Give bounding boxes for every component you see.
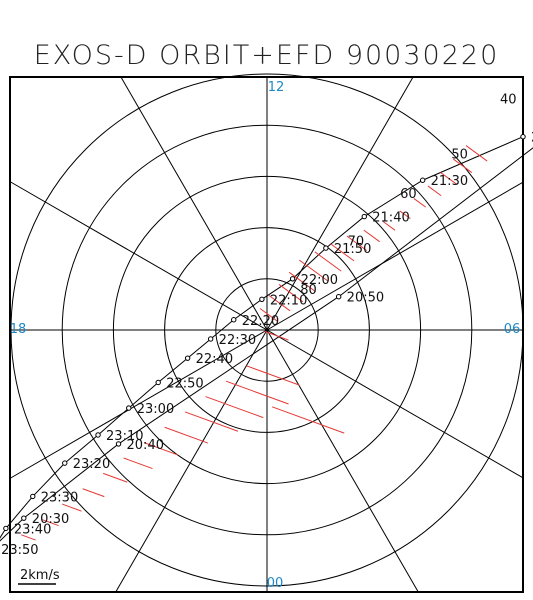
- efd-time-label-2: 20:30: [32, 512, 69, 527]
- time-label-11: 23:10: [106, 429, 143, 444]
- velocity-vector-23: [123, 457, 153, 470]
- time-marker-8: [184, 355, 191, 361]
- scale-label: 2km/s: [20, 568, 60, 583]
- velocity-vector-8: [346, 235, 368, 252]
- time-label-3: 21:50: [334, 242, 371, 257]
- meridian-line-10: [266, 76, 414, 331]
- time-marker-7: [207, 336, 214, 342]
- mlt-label-bottom: 00: [267, 576, 284, 591]
- mlt-label-top: 12: [268, 80, 285, 95]
- latitude-label-0: 40: [500, 92, 517, 107]
- velocity-vector-24: [102, 472, 128, 483]
- efd-marker-0: [335, 294, 342, 300]
- time-marker-6: [231, 317, 237, 323]
- efd-marker-2: [21, 515, 27, 521]
- velocity-vector-9: [329, 243, 355, 262]
- efd-time-label-1: 20:40: [127, 438, 164, 453]
- velocity-vector-13: [278, 284, 304, 303]
- latitude-label-4: 80: [300, 283, 317, 298]
- velocity-vector-11: [299, 259, 329, 282]
- time-label-8: 22:40: [196, 352, 233, 367]
- velocity-vector-12: [288, 271, 316, 293]
- scale-bar: 2km/s: [18, 568, 60, 585]
- latitude-label-3: 70: [348, 234, 365, 249]
- meridian-line-8: [120, 76, 268, 331]
- velocity-vector-25: [82, 488, 105, 498]
- time-label-9: 22:50: [166, 376, 203, 391]
- velocity-vector-20: [184, 411, 239, 432]
- velocity-vector-0: [465, 145, 488, 162]
- time-label-0: 21:20: [531, 131, 533, 146]
- mlt-label-left: 18: [10, 322, 27, 337]
- time-label-12: 23:20: [73, 457, 110, 472]
- time-label-2: 21:40: [372, 211, 409, 226]
- velocity-vectors: [21, 145, 488, 541]
- velocity-vector-10: [314, 251, 342, 272]
- time-marker-1: [419, 177, 426, 183]
- orbit-line-main: [0, 136, 524, 539]
- velocity-vector-7: [363, 229, 380, 243]
- latitude-label-2: 60: [400, 187, 417, 202]
- velocity-vector-18: [225, 380, 289, 405]
- time-label-6: 22:20: [242, 314, 279, 329]
- efd-marker-1: [115, 441, 122, 447]
- time-label-13: 23:30: [41, 490, 78, 505]
- time-marker-12: [62, 460, 68, 466]
- velocity-vector-22: [143, 442, 178, 456]
- time-marker-0: [520, 134, 526, 140]
- velocity-vector-29: [271, 406, 345, 434]
- velocity-vector-3: [427, 185, 442, 197]
- time-marker-2: [361, 213, 367, 220]
- time-marker-10: [126, 405, 132, 411]
- velocity-vector-28: [21, 534, 36, 541]
- velocity-vector-21: [164, 426, 209, 444]
- time-marker-9: [155, 379, 161, 386]
- velocity-vector-19: [205, 396, 264, 419]
- velocity-vector-17: [246, 365, 300, 386]
- chart-title: EXOS-D ORBIT+EFD 90030220: [33, 40, 500, 71]
- meridian-line-1: [266, 329, 524, 479]
- velocity-vector-2: [440, 172, 457, 185]
- velocity-vector-27: [41, 518, 59, 527]
- velocity-vector-16: [264, 330, 289, 341]
- time-markers: 21:20 21:30 21:40 21:50 22:00 22:10 22:20 22:30…: [1, 92, 533, 558]
- velocity-vector-1: [452, 158, 473, 173]
- velocity-vector-4: [413, 198, 427, 208]
- velocity-vector-5: [399, 210, 411, 220]
- time-marker-14: [3, 525, 9, 532]
- time-label-4: 22:00: [301, 273, 338, 288]
- time-marker-11: [95, 432, 101, 438]
- velocity-vector-26: [62, 503, 82, 512]
- meridian-line-5: [9, 329, 268, 479]
- meridian-line-4: [115, 329, 268, 593]
- velocity-vector-6: [382, 221, 396, 231]
- time-marker-5: [259, 296, 265, 302]
- meridian-line-11: [266, 181, 524, 331]
- time-marker-4: [289, 276, 296, 282]
- time-marker-13: [30, 493, 36, 500]
- polar-grid: [9, 73, 524, 593]
- efd-time-label-0: 20:50: [347, 291, 384, 306]
- velocity-vector-14: [268, 294, 291, 312]
- meridian-line-2: [266, 329, 419, 593]
- latitude-label-1: 50: [451, 147, 468, 162]
- time-label-1: 21:30: [431, 174, 468, 189]
- time-label-15: 23:50: [1, 543, 38, 558]
- mlt-label-right: 06: [504, 322, 521, 337]
- time-label-14: 23:40: [14, 522, 51, 537]
- mlt-labels: 12 18 06 00: [10, 80, 521, 591]
- time-label-7: 22:30: [219, 333, 256, 348]
- time-label-10: 23:00: [137, 402, 174, 417]
- time-marker-3: [323, 245, 329, 251]
- velocity-vector-15: [259, 308, 278, 322]
- meridian-line-7: [9, 181, 268, 331]
- time-label-5: 22:10: [270, 293, 307, 308]
